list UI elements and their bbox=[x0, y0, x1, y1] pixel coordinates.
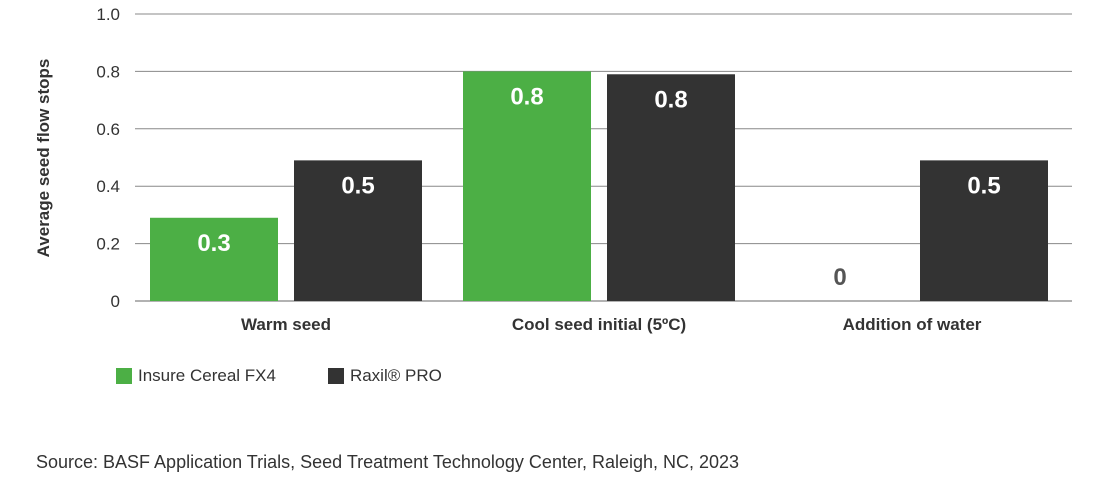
y-axis-title: Average seed flow stops bbox=[34, 59, 53, 258]
y-tick-label: 0.8 bbox=[96, 62, 120, 81]
y-tick-label: 0 bbox=[111, 292, 120, 311]
data-label: 0.8 bbox=[510, 83, 543, 110]
bar bbox=[150, 217, 278, 301]
bar bbox=[607, 74, 735, 302]
bar bbox=[463, 71, 591, 302]
source-note: Source: BASF Application Trials, Seed Tr… bbox=[36, 452, 740, 472]
data-label: 0 bbox=[833, 264, 846, 291]
x-category-label: Warm seed bbox=[241, 315, 331, 334]
bar-chart: 0 0.2 0.4 0.6 0.8 1.0 Average seed flow stops 0… bbox=[34, 5, 1072, 334]
y-tick-label: 0.4 bbox=[96, 177, 120, 196]
legend-label-insure: Insure Cereal FX4 bbox=[138, 366, 276, 385]
legend-swatch-insure bbox=[116, 368, 132, 384]
bar bbox=[920, 160, 1048, 301]
legend-item-insure: Insure Cereal FX4 bbox=[116, 366, 276, 386]
data-label: 0.5 bbox=[967, 172, 1000, 199]
y-tick-label: 1.0 bbox=[96, 5, 120, 24]
legend-label-raxil: Raxil® PRO bbox=[349, 366, 442, 385]
data-label: 0.5 bbox=[341, 172, 374, 199]
legend: Insure Cereal FX4 Raxil® PRO bbox=[116, 366, 494, 386]
bar bbox=[294, 160, 422, 301]
x-category-label: Cool seed initial (5ºC) bbox=[512, 315, 686, 334]
x-category-label: Addition of water bbox=[843, 315, 982, 334]
data-label: 0.3 bbox=[197, 230, 230, 257]
data-label: 0.8 bbox=[654, 86, 687, 113]
legend-item-raxil: Raxil® PRO bbox=[327, 366, 442, 386]
legend-swatch-raxil bbox=[327, 368, 344, 384]
y-tick-label: 0.2 bbox=[96, 235, 120, 254]
y-tick-label: 0.6 bbox=[96, 120, 120, 139]
